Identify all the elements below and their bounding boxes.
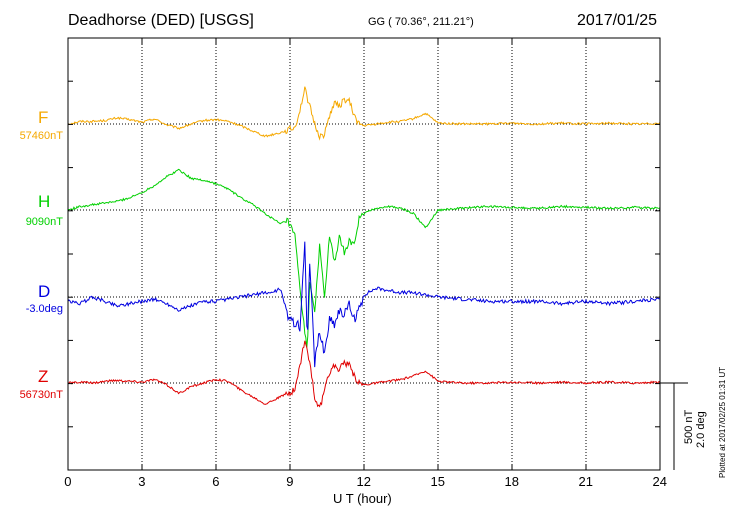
date-title: 2017/01/25 [577,12,658,29]
plotted-timestamp: Plotted at 2017/02/25 01:31 UT [718,366,727,478]
x-tick-label: 3 [138,474,146,489]
baseline-value-h: 9090nT [25,216,63,228]
component-label-f: F [38,108,49,127]
baseline-value-z: 56730nT [19,389,63,401]
scale-deg-label: 2.0 deg [695,411,707,448]
series-layer [67,86,661,408]
series-line-f [67,86,661,141]
x-tick-label: 12 [356,474,371,489]
baseline-value-d: -3.0deg [25,303,63,315]
scale-nt-label: 500 nT [683,409,695,444]
x-tick-label: 21 [578,474,593,489]
x-tick-label: 24 [652,474,667,489]
series-line-z [67,340,661,408]
x-tick-label: 0 [64,474,72,489]
tick-marks [67,37,661,471]
x-tick-label: 18 [504,474,519,489]
x-tick-label: 15 [430,474,445,489]
x-tick-label: 9 [286,474,294,489]
x-tick-label: 6 [212,474,220,489]
series-line-h [67,168,661,348]
baseline-value-f: 57460nT [19,130,63,142]
component-label-z: Z [38,367,49,386]
station-coords: GG ( 70.36°, 211.21°) [368,16,474,28]
component-label-d: D [38,282,51,301]
series-line-d [67,241,661,368]
station-title: Deadhorse (DED) [USGS] [68,12,254,29]
component-label-h: H [38,192,51,211]
grid [68,38,660,470]
x-axis-label: U T (hour) [333,491,392,506]
scale-bar [660,382,688,470]
